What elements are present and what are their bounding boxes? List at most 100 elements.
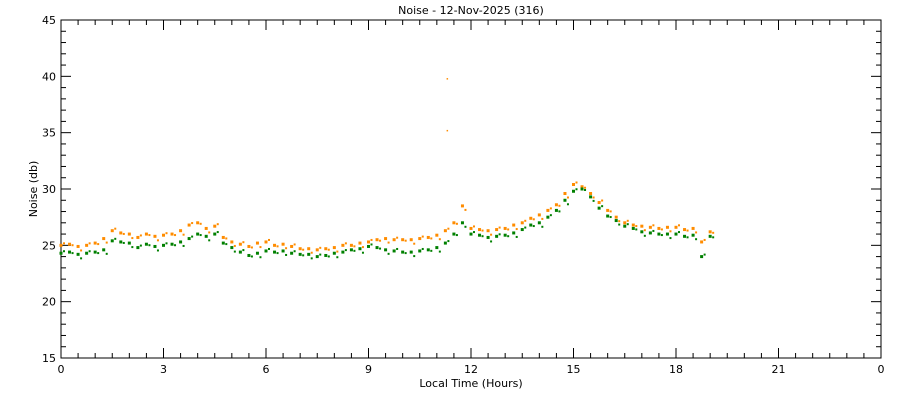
upper-point-scatter — [97, 243, 100, 246]
lower-point — [230, 246, 234, 250]
lower-point-scatter — [379, 247, 382, 250]
lower-point — [187, 237, 191, 241]
upper-point — [144, 232, 148, 236]
lower-point — [127, 241, 131, 245]
lower-point — [529, 223, 533, 227]
lower-point — [204, 234, 208, 238]
upper-point-scatter — [660, 228, 663, 231]
lower-point-scatter — [285, 253, 288, 256]
upper-point — [375, 238, 379, 242]
lower-point-scatter — [584, 189, 587, 191]
upper-point — [290, 244, 294, 248]
upper-point-scatter — [259, 246, 262, 249]
lower-point — [290, 251, 294, 255]
upper-point — [443, 229, 447, 233]
lower-point — [580, 187, 584, 191]
upper-point-scatter — [233, 244, 236, 247]
lower-point — [665, 232, 669, 236]
upper-point — [247, 244, 251, 248]
upper-point — [384, 237, 388, 241]
upper-point — [204, 226, 208, 230]
plot-frame — [60, 19, 882, 359]
lower-point — [332, 251, 336, 255]
lower-point-scatter — [592, 199, 595, 202]
lower-point — [324, 253, 328, 257]
upper-point-scatter — [208, 231, 211, 234]
upper-point — [367, 240, 370, 244]
y-tick-label: 20 — [42, 296, 56, 309]
upper-point — [563, 192, 567, 196]
upper-point-scatter — [549, 207, 552, 210]
y-tick-label: 15 — [42, 352, 56, 365]
lower-point-scatter — [703, 253, 706, 256]
upper-point — [170, 232, 174, 236]
upper-point-scatter — [165, 232, 168, 235]
upper-point-scatter — [80, 249, 83, 252]
lower-point-scatter — [652, 229, 655, 232]
upper-point-scatter — [601, 199, 604, 202]
lower-point-scatter — [293, 250, 296, 253]
upper-point-scatter — [336, 250, 339, 253]
upper-point-scatter — [370, 238, 373, 241]
y-tick-label: 30 — [42, 183, 56, 196]
lower-point-scatter — [490, 240, 493, 243]
lower-point — [273, 250, 277, 254]
lower-point — [478, 233, 482, 237]
lower-point — [537, 221, 541, 225]
upper-point — [119, 231, 123, 235]
upper-point — [460, 204, 464, 208]
lower-point-scatter — [310, 257, 313, 260]
lower-point — [247, 253, 251, 257]
lower-point — [221, 241, 225, 245]
upper-point — [332, 246, 336, 250]
lower-point-scatter — [430, 249, 433, 252]
upper-point-scatter — [464, 208, 467, 211]
lower-point-scatter — [695, 238, 698, 241]
lower-point-scatter — [396, 247, 399, 250]
lower-point — [614, 219, 618, 223]
upper-point-scatter — [618, 220, 621, 223]
upper-point — [153, 234, 157, 238]
upper-point — [59, 243, 63, 247]
upper-point-scatter — [63, 242, 65, 245]
upper-point — [409, 238, 413, 242]
y-tick-label: 40 — [42, 70, 56, 83]
lower-point-scatter — [208, 239, 211, 242]
lower-point — [298, 252, 302, 256]
lower-point-scatter — [242, 249, 245, 252]
upper-point-scatter — [498, 226, 501, 229]
outlier-point — [446, 78, 449, 80]
lower-point-scatter — [361, 251, 364, 254]
lower-point — [503, 233, 507, 237]
x-tick-label: 18 — [669, 363, 683, 376]
upper-point — [657, 226, 661, 230]
lower-point-scatter — [165, 242, 168, 245]
upper-point — [93, 241, 97, 245]
upper-point — [580, 185, 584, 189]
upper-point-scatter — [541, 217, 544, 220]
lower-point-scatter — [80, 257, 83, 260]
x-tick-label: 15 — [567, 363, 581, 376]
x-tick-label: 0 — [58, 363, 65, 376]
lower-point-scatter — [259, 256, 262, 259]
lower-point — [76, 252, 80, 256]
lower-point — [358, 247, 362, 251]
upper-point-scatter — [712, 231, 715, 234]
lower-point-scatter — [660, 234, 663, 237]
lower-point-scatter — [609, 216, 612, 219]
upper-point-scatter — [566, 196, 569, 199]
upper-point-scatter — [396, 236, 399, 239]
upper-point — [589, 192, 593, 196]
upper-point-scatter — [404, 239, 407, 242]
lower-point — [648, 231, 652, 235]
lower-point — [640, 230, 644, 234]
lower-point-scatter — [327, 255, 330, 258]
lower-point — [589, 195, 593, 199]
lower-point-scatter — [216, 231, 219, 234]
lower-point-scatter — [566, 203, 569, 206]
lower-point — [170, 242, 174, 246]
lower-point-scatter — [122, 241, 125, 244]
upper-point-scatter — [609, 210, 612, 213]
lower-point — [307, 252, 311, 256]
lower-point — [179, 240, 183, 244]
